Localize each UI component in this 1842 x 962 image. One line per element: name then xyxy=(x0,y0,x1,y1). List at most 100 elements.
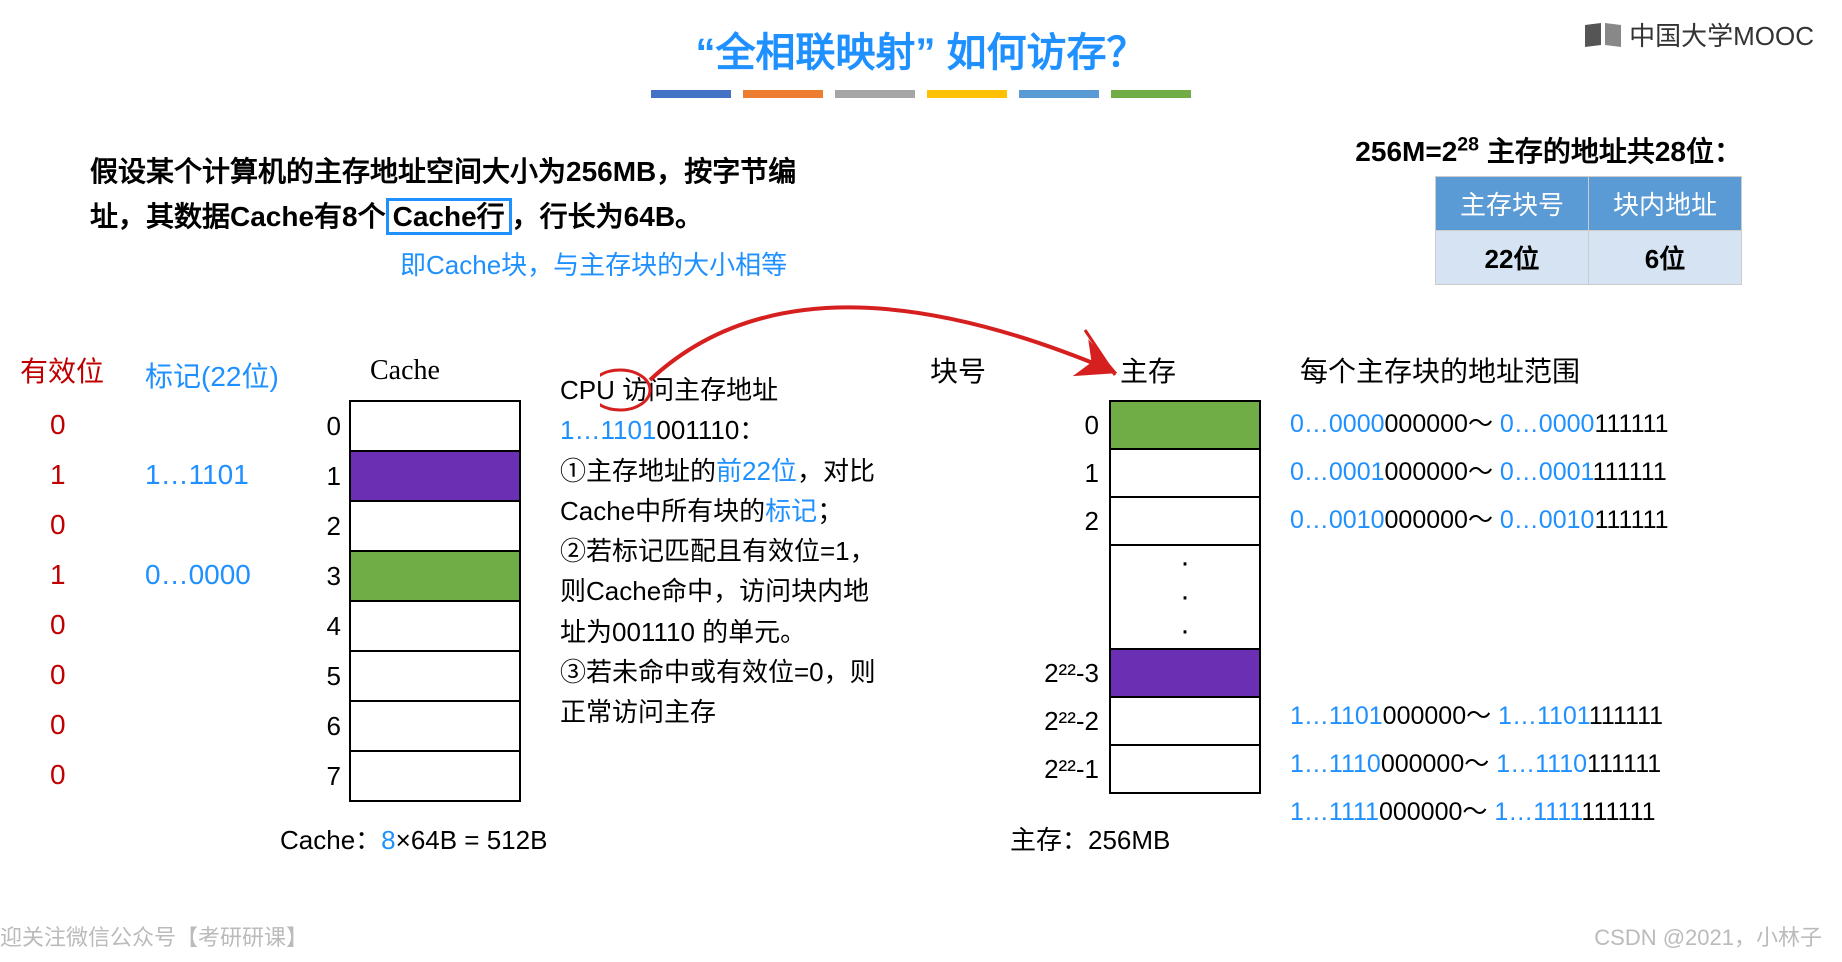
cache-block xyxy=(350,401,520,451)
addrnote-b: 主存的地址共28位： xyxy=(1479,136,1742,167)
tag-value xyxy=(145,750,251,800)
cache-block xyxy=(350,501,520,551)
blockno-label: 块号 xyxy=(930,350,986,390)
mem-block xyxy=(1110,449,1260,497)
problem-l2b: ，行长为64B。 xyxy=(512,201,703,232)
address-format-table: 主存块号块内地址 22位6位 xyxy=(1435,176,1742,285)
tag-value xyxy=(145,700,251,750)
cpu-access-text: CPU 访问主存地址 1…1101001110： ①主存地址的前22位，对比Ca… xyxy=(560,370,880,733)
valid-bit: 1 xyxy=(50,550,66,600)
cache-caption: Cache：8×64B = 512B xyxy=(280,820,547,857)
address-bits-note: 256M=228 主存的地址共28位： xyxy=(1355,130,1742,170)
addr-range: 0…0000000000～ 0…0000111111 xyxy=(1290,400,1669,448)
addr-td1: 22位 xyxy=(1435,231,1588,285)
mem-index: 0 xyxy=(1030,401,1110,449)
mem-index: 2²²-1 xyxy=(1030,745,1110,793)
valid-bit: 0 xyxy=(50,750,66,800)
cache-index: 4 xyxy=(320,601,350,651)
page-title: “全相联映射” 如何访存？ xyxy=(0,0,1842,78)
cache-index: 6 xyxy=(320,701,350,751)
mainmem-label: 主存 xyxy=(1120,350,1176,390)
ccap-a: Cache： xyxy=(280,825,381,855)
mem-block xyxy=(1110,697,1260,745)
problem-l2a: 址，其数据Cache有8个 xyxy=(90,201,386,232)
mem-block xyxy=(1110,497,1260,545)
addr-td2: 6位 xyxy=(1588,231,1741,285)
cache-block xyxy=(350,451,520,501)
mem-caption: 主存：256MB xyxy=(1010,820,1170,857)
cpu-l1: CPU 访问主存地址 xyxy=(560,375,778,405)
cache-block xyxy=(350,601,520,651)
valid-bit: 0 xyxy=(50,650,66,700)
mem-index: 2²²-3 xyxy=(1030,649,1110,697)
ccap-b: 8 xyxy=(381,825,395,855)
mem-ellipsis: ··· xyxy=(1110,545,1260,649)
addr-range: 1…1110000000～ 1…1110111111 xyxy=(1290,740,1669,788)
tag-value xyxy=(145,400,251,450)
cache-index: 5 xyxy=(320,651,350,701)
cpu-p3: ③若未命中或有效位=0，则正常访问主存 xyxy=(560,657,876,727)
addrnote-a: 256M=2 xyxy=(1355,136,1457,167)
cpu-addr-black: 001110： xyxy=(656,415,765,445)
valid-bit: 0 xyxy=(50,600,66,650)
valid-bit: 0 xyxy=(50,500,66,550)
address-ranges: 0…0000000000～ 0…00001111110…0001000000～ … xyxy=(1290,400,1669,836)
mooc-watermark: 中国大学MOOC xyxy=(1583,16,1814,53)
cpu-p2: ②若标记匹配且有效位=1，则Cache命中，访问块内地址为001110 的单元。 xyxy=(560,536,876,647)
addr-range: 0…0010000000～ 0…0010111111 xyxy=(1290,496,1669,544)
addr-th1: 主存块号 xyxy=(1435,177,1588,231)
ccap-c: ×64B = 512B xyxy=(396,825,548,855)
valid-bit: 1 xyxy=(50,450,66,500)
tag-value xyxy=(145,600,251,650)
mem-block xyxy=(1110,401,1260,449)
cache-block xyxy=(350,701,520,751)
cpu-p1a: ①主存地址的 xyxy=(560,456,716,486)
cpu-p1d: 标记 xyxy=(765,496,817,526)
tag-value: 0…0000 xyxy=(145,550,251,600)
tag-value: 1…1101 xyxy=(145,450,251,500)
valid-bit: 0 xyxy=(50,400,66,450)
valid-bit-label: 有效位 xyxy=(20,350,104,390)
mem-index: 2 xyxy=(1030,497,1110,545)
addr-range: 1…1101000000～ 1…1101111111 xyxy=(1290,692,1669,740)
cache-note: 即Cache块，与主存块的大小相等 xyxy=(400,245,787,282)
cache-index: 1 xyxy=(320,451,350,501)
addrnote-sup: 28 xyxy=(1457,134,1479,156)
cache-index: 3 xyxy=(320,551,350,601)
mem-block xyxy=(1110,745,1260,793)
addr-range: 0…0001000000～ 0…0001111111 xyxy=(1290,448,1669,496)
cache-index: 7 xyxy=(320,751,350,801)
tag-label: 标记(22位) xyxy=(145,355,279,395)
range-label: 每个主存块的地址范围 xyxy=(1300,350,1580,390)
book-icon xyxy=(1583,21,1623,49)
mem-index: 1 xyxy=(1030,449,1110,497)
title-quoted: “全相联映射” xyxy=(695,31,935,75)
cache-block xyxy=(350,751,520,801)
title-rest: 如何访存？ xyxy=(935,31,1146,75)
addr-range: 1…1111000000～ 1…1111111111 xyxy=(1290,788,1669,836)
valid-column: 01010000 xyxy=(50,400,66,800)
addr-th2: 块内地址 xyxy=(1588,177,1741,231)
cache-label: Cache xyxy=(370,355,440,387)
cache-block xyxy=(350,651,520,701)
mem-index: 2²²-2 xyxy=(1030,697,1110,745)
cache-block xyxy=(350,551,520,601)
problem-l1: 假设某个计算机的主存地址空间大小为256MB，按字节编 xyxy=(90,156,796,187)
cache-table: 01234567 xyxy=(320,400,521,802)
watermark-text: 中国大学MOOC xyxy=(1629,16,1814,53)
cpu-p1e: ； xyxy=(817,496,843,526)
memory-table: 012···2²²-32²²-22²²-1 xyxy=(1030,400,1261,794)
cpu-p1b: 前22位 xyxy=(716,456,797,486)
cache-index: 0 xyxy=(320,401,350,451)
cpu-addr-blue: 1…1101 xyxy=(560,415,656,445)
mem-block xyxy=(1110,649,1260,697)
color-bars xyxy=(0,90,1842,98)
tag-column: 1…1101 0…0000 xyxy=(145,400,251,800)
cache-index: 2 xyxy=(320,501,350,551)
tag-value xyxy=(145,650,251,700)
valid-bit: 0 xyxy=(50,700,66,750)
tag-value xyxy=(145,500,251,550)
cache-row-box: Cache行 xyxy=(386,198,512,235)
problem-text: 假设某个计算机的主存地址空间大小为256MB，按字节编 址，其数据Cache有8… xyxy=(90,150,796,240)
footer-right: CSDN @2021，小林子 xyxy=(1594,920,1822,952)
